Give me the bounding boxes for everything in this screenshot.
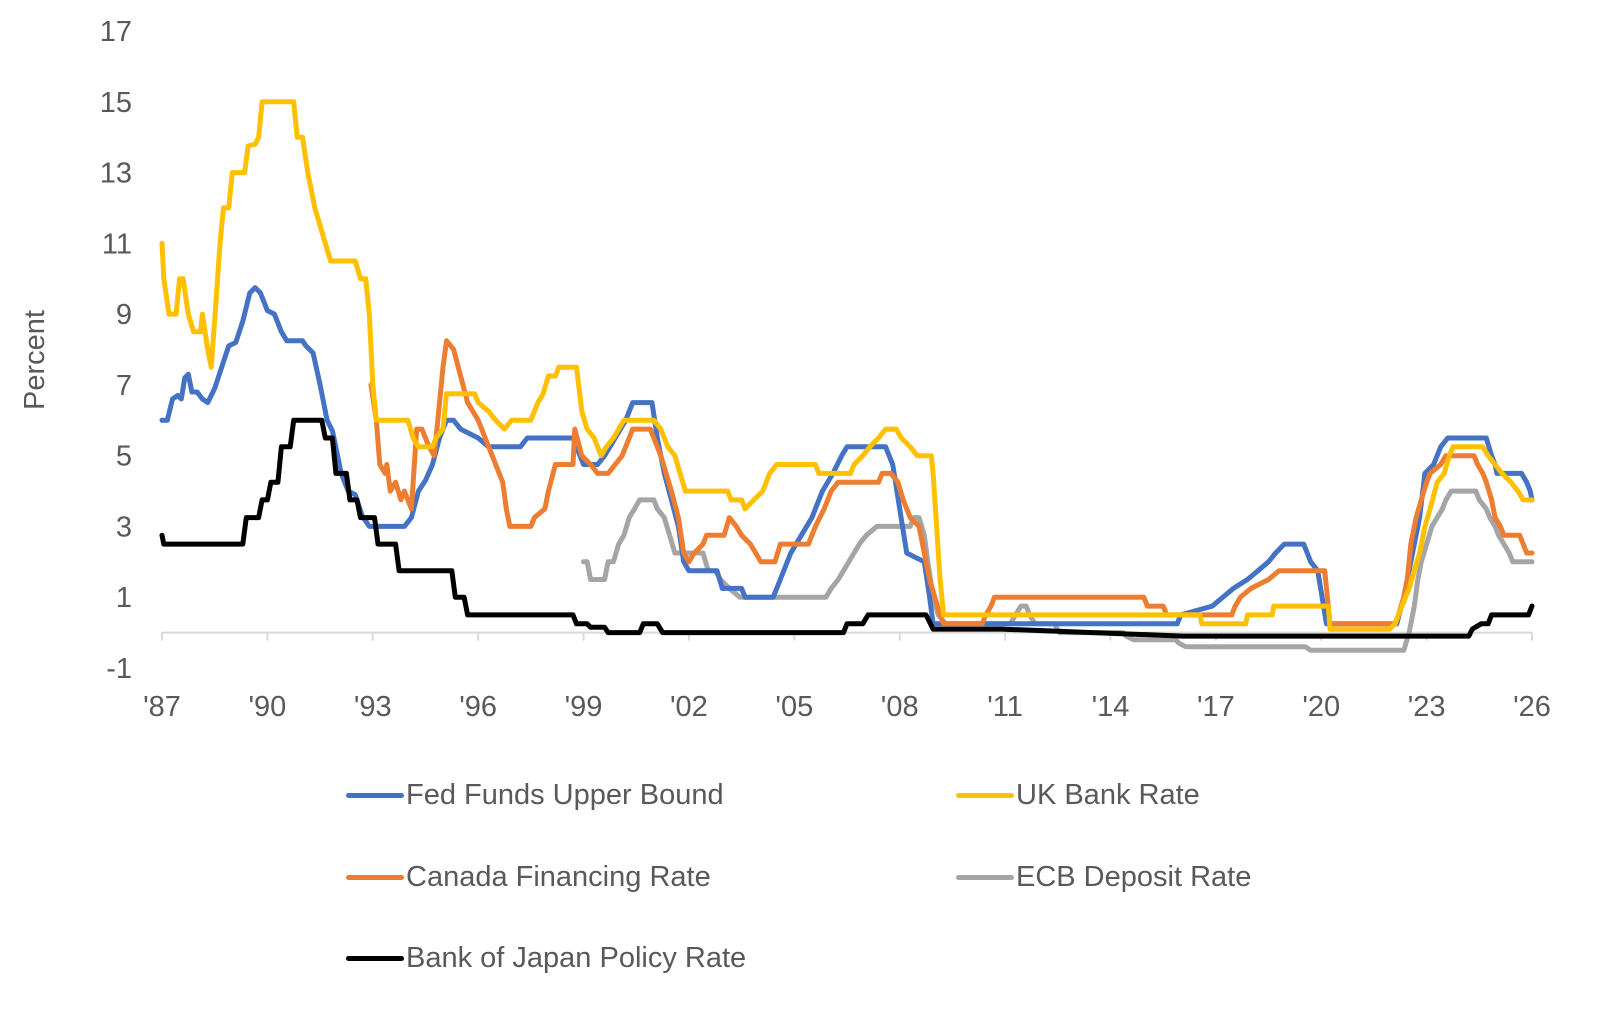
y-tick-label: 15	[100, 87, 132, 119]
y-tick-label: 1	[116, 582, 132, 614]
x-tick-label: '26	[1513, 691, 1551, 723]
x-tick-label: '05	[775, 691, 813, 723]
y-axis-title: Percent	[19, 310, 51, 410]
x-axis-tick-labels: '87 '90 '93 '96 '99 '02 '05 '08 '11 '14 '17 '20 '23 '…	[143, 691, 1551, 723]
legend-swatch-fed-funds	[346, 792, 404, 798]
legend-label-boj: Bank of Japan Policy Rate	[406, 941, 747, 974]
x-tick-label: '93	[354, 691, 392, 723]
legend-swatch-ecb	[956, 874, 1014, 880]
series-line-bank-of-japan-policy-rate	[159, 417, 1535, 639]
x-tick-label: '20	[1302, 691, 1340, 723]
y-tick-label: 7	[116, 370, 132, 402]
legend-label-ecb: ECB Deposit Rate	[1016, 860, 1252, 893]
legend-item-ecb: ECB Deposit Rate	[956, 857, 1251, 897]
series-line-uk-bank-rate	[159, 99, 1535, 632]
x-tick-label: '87	[143, 691, 181, 723]
legend-item-canada: Canada Financing Rate	[346, 857, 711, 897]
x-tick-label: '17	[1197, 691, 1235, 723]
legend-swatch-canada	[346, 874, 404, 880]
y-tick-label: -1	[106, 653, 132, 685]
y-tick-label: 9	[116, 299, 132, 331]
x-tick-label: '02	[670, 691, 708, 723]
series-lines	[159, 99, 1535, 653]
y-tick-label: 17	[100, 16, 132, 48]
legend-item-boj: Bank of Japan Policy Rate	[346, 938, 746, 978]
legend-swatch-boj	[346, 955, 404, 961]
x-tick-label: '23	[1408, 691, 1446, 723]
legend-label-fed-funds: Fed Funds Upper Bound	[406, 778, 724, 811]
x-tick-label: '11	[987, 691, 1023, 723]
legend-item-uk-bank-rate: UK Bank Rate	[956, 775, 1200, 815]
legend-label-uk-bank-rate: UK Bank Rate	[1016, 778, 1200, 811]
y-tick-label: 13	[100, 158, 132, 190]
x-tick-label: '90	[248, 691, 286, 723]
y-tick-label: 11	[102, 228, 132, 260]
y-tick-label: 5	[116, 441, 132, 473]
legend-item-fed-funds: Fed Funds Upper Bound	[346, 775, 724, 815]
y-tick-label: 3	[116, 511, 132, 543]
x-tick-label: '99	[565, 691, 603, 723]
legend-label-canada: Canada Financing Rate	[406, 860, 711, 893]
x-tick-label: '08	[881, 691, 919, 723]
x-tick-label: '14	[1092, 691, 1130, 723]
legend-swatch-uk-bank-rate	[956, 792, 1014, 798]
x-tick-label: '96	[459, 691, 497, 723]
